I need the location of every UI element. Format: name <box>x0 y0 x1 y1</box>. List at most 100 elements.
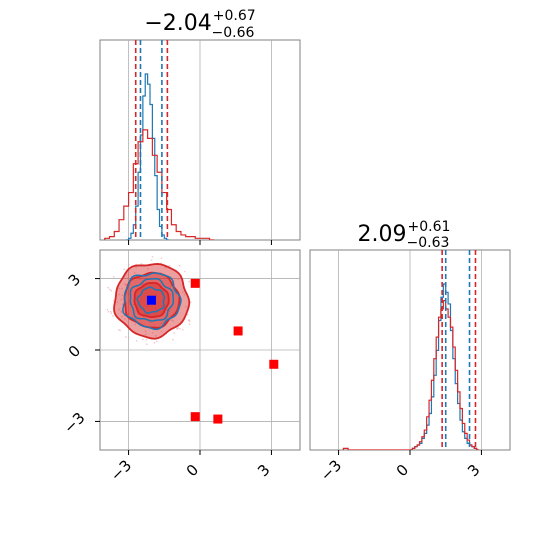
sample-point <box>160 322 162 325</box>
sample-point <box>140 299 142 302</box>
sample-point <box>168 264 171 267</box>
sample-point <box>150 321 153 324</box>
sample-point <box>145 343 148 346</box>
sample-point <box>153 341 156 344</box>
sample-point <box>118 308 120 311</box>
tick-label-x: 0 <box>183 461 202 480</box>
marginal-y-grid <box>338 250 482 450</box>
sample-point <box>142 338 144 341</box>
sample-point <box>134 323 136 326</box>
sample-point <box>169 294 172 296</box>
sample-point <box>125 302 128 304</box>
contour-blue <box>122 272 182 331</box>
red-marker <box>269 359 279 369</box>
sample-point <box>145 338 148 341</box>
sample-point <box>147 267 149 270</box>
marginal-x-panel: −2.04+0.67 −0.66 <box>99 8 301 245</box>
sample-point <box>107 286 110 289</box>
sample-point <box>139 278 141 280</box>
sample-point <box>121 311 123 314</box>
sample-point <box>144 297 146 299</box>
sample-point <box>140 296 143 299</box>
sample-point <box>150 259 153 262</box>
sample-point <box>155 340 158 342</box>
tick-label-x: −3 <box>107 456 135 484</box>
sample-point <box>140 263 143 265</box>
sample-point <box>121 315 123 318</box>
sample-point <box>188 319 190 321</box>
sample-point <box>178 264 181 267</box>
sample-point <box>183 293 186 296</box>
sample-point <box>127 336 130 339</box>
sample-point <box>176 327 178 330</box>
sample-point <box>169 285 171 287</box>
marginal-y-ticks: −3 0 3 <box>317 450 484 485</box>
marginal-x-title: −2.04+0.67 <box>144 8 255 36</box>
sample-point <box>179 327 181 330</box>
sample-point <box>148 321 151 323</box>
sample-point <box>109 310 112 313</box>
marginal-x-ticks <box>128 240 272 245</box>
sample-point <box>106 308 109 311</box>
sample-point <box>160 257 163 259</box>
red-marker <box>213 414 223 424</box>
sample-point <box>156 302 158 305</box>
sample-point <box>144 304 146 307</box>
sample-point <box>123 268 126 271</box>
sample-point <box>182 291 184 293</box>
red-marker <box>190 278 200 288</box>
sample-point <box>172 320 175 322</box>
sample-point <box>154 307 157 309</box>
sample-point <box>131 290 134 293</box>
tick-label-x: 3 <box>464 461 483 480</box>
histogram-series <box>104 129 215 240</box>
sample-point <box>155 308 157 311</box>
red-marker <box>233 326 243 336</box>
sample-point <box>127 293 129 296</box>
sample-point <box>177 278 180 280</box>
marginal-y-panel: −3 0 3 2.09+0.61 −0.63 <box>309 219 511 485</box>
sample-point <box>135 266 137 269</box>
sample-point <box>121 287 123 290</box>
sample-point <box>170 319 173 321</box>
sample-point <box>133 272 136 274</box>
tick-label-x: 0 <box>393 461 412 480</box>
sample-point <box>112 314 114 317</box>
sample-point <box>112 300 115 302</box>
sample-point <box>138 307 140 310</box>
sample-point <box>151 255 154 258</box>
sample-point <box>110 289 113 292</box>
sample-point <box>130 306 132 309</box>
sample-point <box>155 293 157 295</box>
sample-point <box>159 282 162 285</box>
sample-point <box>146 305 149 308</box>
joint-panel: −3 0 3 −3 0 3 <box>60 249 301 485</box>
sample-point <box>186 313 189 316</box>
sample-point <box>118 329 120 331</box>
sample-point <box>144 333 147 336</box>
marginal-y-histograms <box>342 283 480 450</box>
sample-point <box>188 323 191 326</box>
sample-point <box>125 336 127 338</box>
sample-point <box>124 283 126 285</box>
sample-point <box>124 318 126 320</box>
sample-point <box>120 299 123 301</box>
red-marker <box>190 412 200 422</box>
contour-blue <box>129 277 175 322</box>
sample-point <box>184 270 186 273</box>
sample-point <box>135 339 138 342</box>
tick-label-x: −3 <box>317 456 345 484</box>
sample-point <box>188 280 190 283</box>
tick-label-y: 3 <box>65 270 84 289</box>
sample-point <box>160 305 163 307</box>
sample-point <box>112 276 115 278</box>
sample-point <box>118 293 120 296</box>
histogram-series <box>342 300 480 450</box>
tick-label-x: 3 <box>254 461 273 480</box>
marginal-x-title-sub: −0.66 <box>212 25 255 41</box>
sample-point <box>160 330 163 333</box>
sample-point <box>172 338 174 341</box>
tick-label-y: −3 <box>60 409 88 437</box>
marginal-x-quantile-lines <box>134 40 169 240</box>
